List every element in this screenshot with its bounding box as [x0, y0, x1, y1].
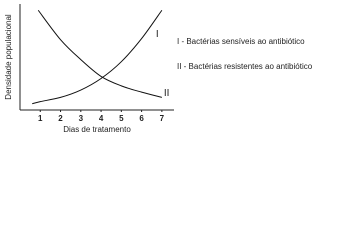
chart: Densidade populacional Dias de tratament…	[4, 4, 313, 134]
x-tick-label: 2	[58, 114, 63, 123]
x-tick-label: 5	[119, 114, 124, 123]
curve-label: II	[164, 88, 170, 99]
x-tick-label: 7	[160, 114, 165, 123]
y-axis-label: Densidade populacional	[4, 14, 13, 100]
curve	[32, 9, 163, 105]
curve	[37, 9, 162, 98]
legend-entry: II - Bactérias resistentes ao antibiótic…	[177, 62, 313, 71]
x-tick-label: 3	[79, 114, 84, 123]
x-tick-label: 1	[38, 114, 43, 123]
legend-entry: I - Bactérias sensíveis ao antibiótico	[177, 37, 305, 46]
curve-label: I	[156, 29, 159, 40]
x-tick-label: 4	[99, 114, 104, 123]
x-axis-label: Dias de tratamento	[63, 125, 131, 134]
x-tick-label: 6	[139, 114, 144, 123]
